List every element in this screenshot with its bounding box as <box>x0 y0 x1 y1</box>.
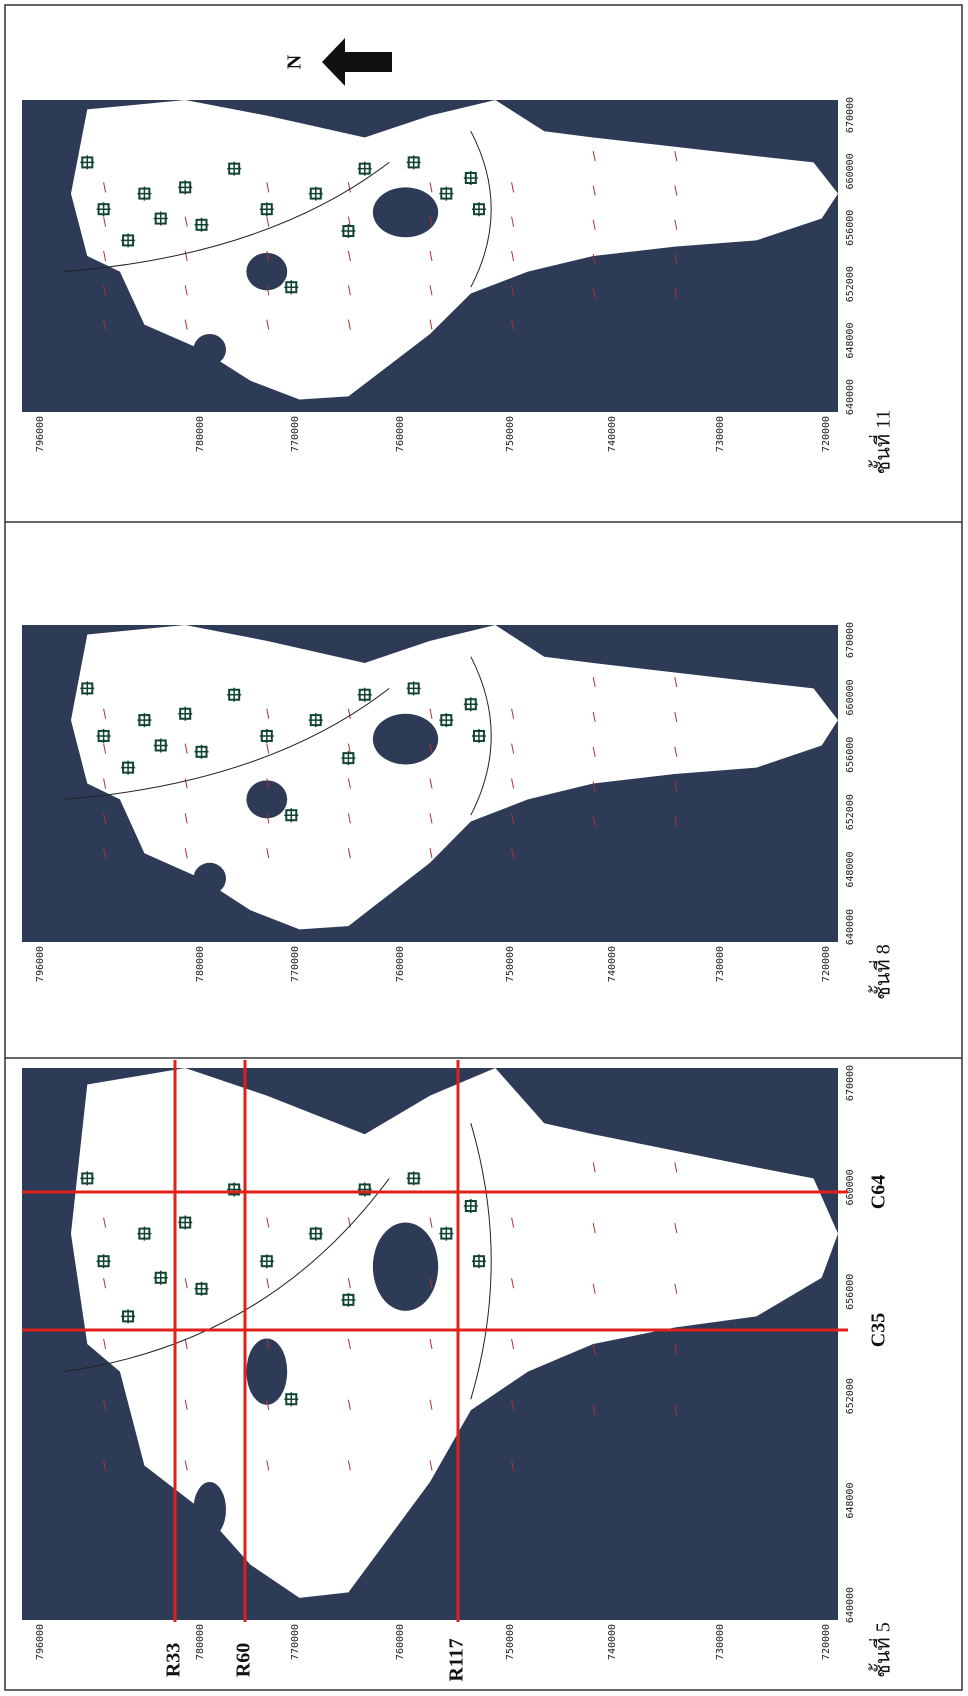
easting-label: 670000 <box>845 622 856 658</box>
easting-label: 648000 <box>845 1483 856 1519</box>
section-row-label: R33 <box>163 1643 185 1677</box>
section-row-label: R117 <box>446 1638 468 1681</box>
easting-label: 660000 <box>845 153 856 189</box>
no-flow-zone <box>193 863 226 895</box>
figure: N 796000 780000 770000 760000 750000 740000 73… <box>0 0 968 1696</box>
easting-label: 648000 <box>845 852 856 888</box>
section-col-label: C64 <box>868 1175 890 1209</box>
northing-label: 740000 <box>607 416 618 452</box>
northing-label: 770000 <box>290 416 301 452</box>
no-flow-zone <box>193 1482 226 1537</box>
north-label: N <box>284 54 306 69</box>
northing-label: 796000 <box>35 1624 46 1660</box>
northing-label: 780000 <box>195 416 206 452</box>
northing-label: 730000 <box>715 416 726 452</box>
northing-label: 780000 <box>195 946 206 982</box>
easting-label: 652000 <box>845 794 856 830</box>
northing-label: 770000 <box>290 946 301 982</box>
northing-label: 760000 <box>395 416 406 452</box>
northing-label: 740000 <box>607 1624 618 1660</box>
layer-label: ชั้นที่ 11 <box>869 410 895 475</box>
northing-label: 740000 <box>607 946 618 982</box>
easting-label: 648000 <box>845 323 856 359</box>
northing-label: 770000 <box>290 1624 301 1660</box>
no-flow-zone <box>373 187 438 237</box>
northing-label: 730000 <box>715 1624 726 1660</box>
no-flow-zone <box>193 334 226 365</box>
northing-label: 760000 <box>395 1624 406 1660</box>
easting-label: 640000 <box>845 909 856 945</box>
northing-label: 750000 <box>505 1624 516 1660</box>
easting-label: 660000 <box>845 1169 856 1205</box>
northing-label: 796000 <box>35 416 46 452</box>
northing-label: 720000 <box>821 416 832 452</box>
easting-label: 656000 <box>845 1274 856 1310</box>
easting-label: 652000 <box>845 1378 856 1414</box>
easting-label: 656000 <box>845 210 856 246</box>
northing-label: 750000 <box>505 416 516 452</box>
easting-label: 640000 <box>845 1587 856 1623</box>
layer-label: ชั้นที่ 8 <box>869 944 895 999</box>
layer-label: ชั้นที่ 5 <box>869 1622 895 1677</box>
easting-label: 652000 <box>845 266 856 302</box>
no-flow-zone <box>373 1223 438 1311</box>
northing-label: 780000 <box>195 1624 206 1660</box>
northing-label: 760000 <box>395 946 406 982</box>
section-col-label: C35 <box>868 1313 890 1347</box>
northing-label: 720000 <box>821 946 832 982</box>
no-flow-zone <box>246 253 287 290</box>
northing-label: 750000 <box>505 946 516 982</box>
easting-label: 656000 <box>845 737 856 773</box>
northing-label: 730000 <box>715 946 726 982</box>
easting-label: 660000 <box>845 679 856 715</box>
northing-label: 720000 <box>821 1624 832 1660</box>
no-flow-zone <box>246 780 287 818</box>
no-flow-zone <box>373 714 438 765</box>
easting-label: 640000 <box>845 379 856 415</box>
no-flow-zone <box>246 1338 287 1404</box>
easting-label: 670000 <box>845 1065 856 1101</box>
section-row-label: R60 <box>233 1643 255 1677</box>
easting-label: 670000 <box>845 97 856 133</box>
northing-label: 796000 <box>35 946 46 982</box>
